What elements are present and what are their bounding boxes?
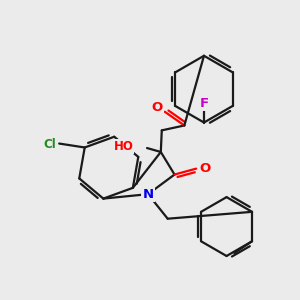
- Text: O: O: [151, 101, 163, 114]
- Text: N: N: [142, 188, 154, 201]
- Text: F: F: [200, 98, 208, 110]
- Text: O: O: [199, 162, 211, 175]
- Text: HO: HO: [113, 140, 133, 153]
- Text: Cl: Cl: [43, 138, 56, 151]
